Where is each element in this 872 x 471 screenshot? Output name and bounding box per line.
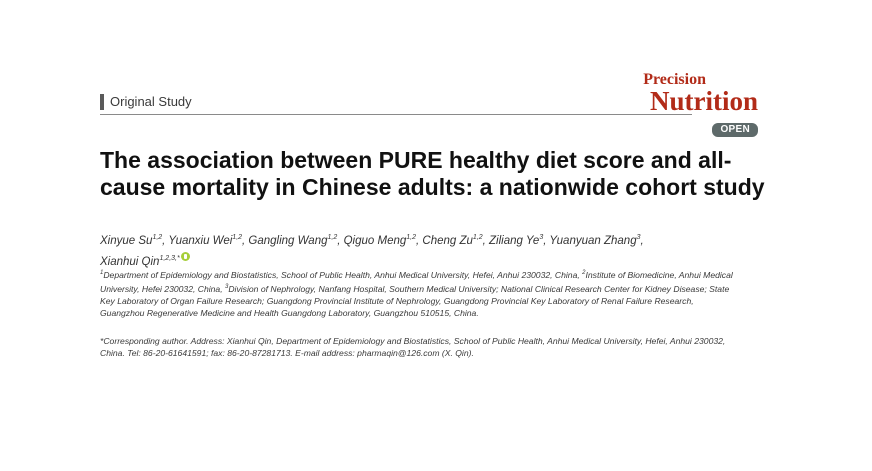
orcid-icon[interactable] [180, 251, 190, 261]
author-name[interactable]: Cheng Zu [422, 234, 473, 247]
affiliation-sup: 1 [100, 270, 104, 276]
journal-name-line2: Nutrition [650, 86, 758, 116]
affiliation-text: Institute of Biomedicine, Anhui Medical … [100, 269, 733, 294]
author-name[interactable]: Yuanxiu Wei [168, 234, 233, 247]
corresponding-author-note: *Corresponding author. Address: Xianhui … [100, 336, 726, 359]
affiliation-sup: 2 [582, 270, 586, 276]
article-title: The association between PURE healthy die… [100, 147, 765, 200]
corresponding-marker: * [176, 254, 180, 262]
article-header: Original Study Precision Nutrition OPEN [100, 71, 758, 137]
journal-logo[interactable]: Precision Nutrition [643, 71, 758, 116]
author-list: Xinyue Su1,2, Yuanxiu Wei1,2, Gangling W… [100, 234, 644, 268]
author-name[interactable]: Xianhui Qin [100, 255, 160, 268]
author-affiliation-sup: 1,2 [232, 234, 243, 241]
author-name[interactable]: Xinyue Su [100, 234, 153, 247]
author-name[interactable]: Qiguo Meng [343, 234, 407, 247]
open-access-badge: OPEN [712, 123, 758, 137]
author-affiliation-sup: 3 [636, 234, 641, 241]
author-affiliation-sup: 1,2 [472, 234, 483, 241]
author-name[interactable]: Ziliang Ye [489, 234, 540, 247]
author-affiliation-sup: 1,2 [152, 234, 163, 241]
author-affiliation-sup: 1,2 [406, 234, 416, 241]
affiliation-text: Division of Nephrology, Nanfang Hospital… [100, 283, 730, 319]
author-name[interactable]: Yuanyuan Zhang [549, 234, 637, 247]
affiliation-sup: 3 [225, 284, 229, 291]
affiliation-text: Department of Epidemiology and Biostatis… [103, 269, 583, 280]
author-name[interactable]: Gangling Wang [248, 234, 328, 247]
header-divider [100, 114, 692, 115]
affiliations: 1Department of Epidemiology and Biostati… [100, 267, 740, 320]
section-label: Original Study [100, 94, 192, 110]
author-affiliation-sup: 1,2 [327, 234, 338, 241]
author-affiliation-sup: 3 [539, 234, 544, 241]
author-affiliation-sup: 1,2,3,* [159, 255, 179, 262]
journal-name-line1: Precision [643, 71, 706, 88]
author-affiliation-sup-text: 1,2,3, [159, 254, 177, 262]
